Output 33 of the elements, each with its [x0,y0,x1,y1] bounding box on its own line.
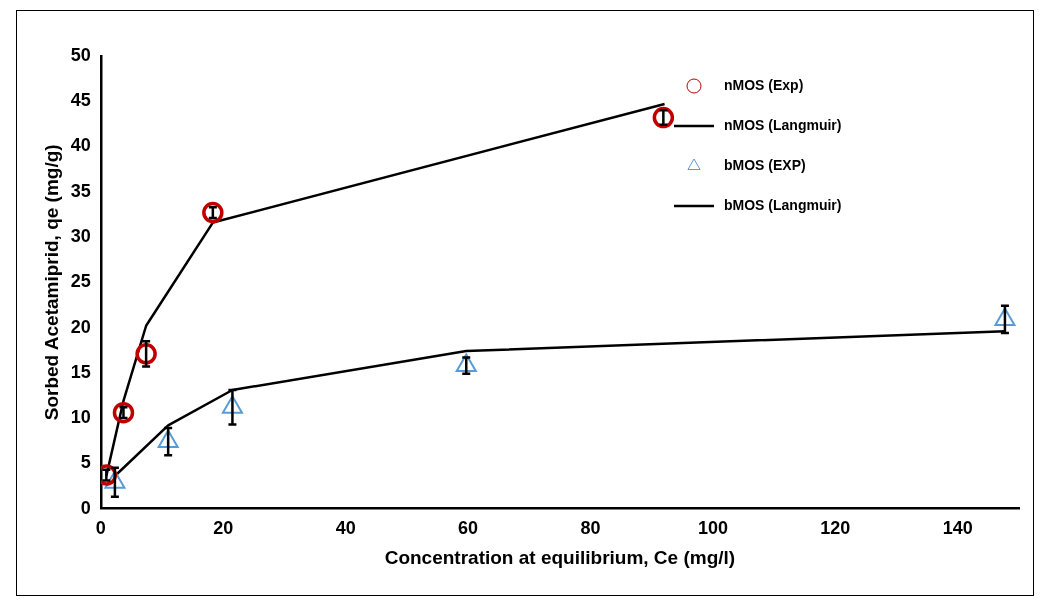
y-tick-label: 45 [70,90,91,111]
legend-label: bMOS (Langmuir) [724,196,842,213]
y-tick-label: 20 [70,316,91,337]
point [994,307,1016,326]
point [135,343,157,365]
x-tick-label: 0 [95,518,106,539]
y-tick-label: 35 [70,180,91,201]
point [221,395,243,414]
y-tick-label: 5 [80,452,91,473]
legend-label: nMOS (Langmuir) [724,116,842,133]
x-tick-label: 80 [580,518,601,539]
legend-label: nMOS (Exp) [724,76,804,93]
point [112,401,135,424]
legend-label: bMOS (EXP) [724,156,806,173]
x-tick-label: 120 [820,518,851,539]
x-tick-label: 60 [458,518,479,539]
point [157,429,179,449]
y-tick-label: 25 [70,271,91,292]
y-tick-label: 10 [70,407,91,428]
y-tick-label: 50 [70,44,91,65]
x-tick-label: 100 [697,518,728,539]
y-tick-label: 40 [70,135,91,156]
x-axis-title: Concentration at equilibrium, Ce (mg/l) [384,546,736,568]
point [455,353,477,373]
y-tick-label: 0 [80,497,91,518]
x-tick-label: 140 [942,518,973,539]
point [104,470,126,489]
x-tick-label: 20 [213,518,234,539]
y-axis-title: Sorbed Acetamiprid, qe (mg/g) [40,144,62,421]
x-tick-label: 40 [335,518,356,539]
y-tick-label: 15 [70,361,91,382]
point [202,201,224,224]
y-tick-label: 30 [70,226,91,247]
